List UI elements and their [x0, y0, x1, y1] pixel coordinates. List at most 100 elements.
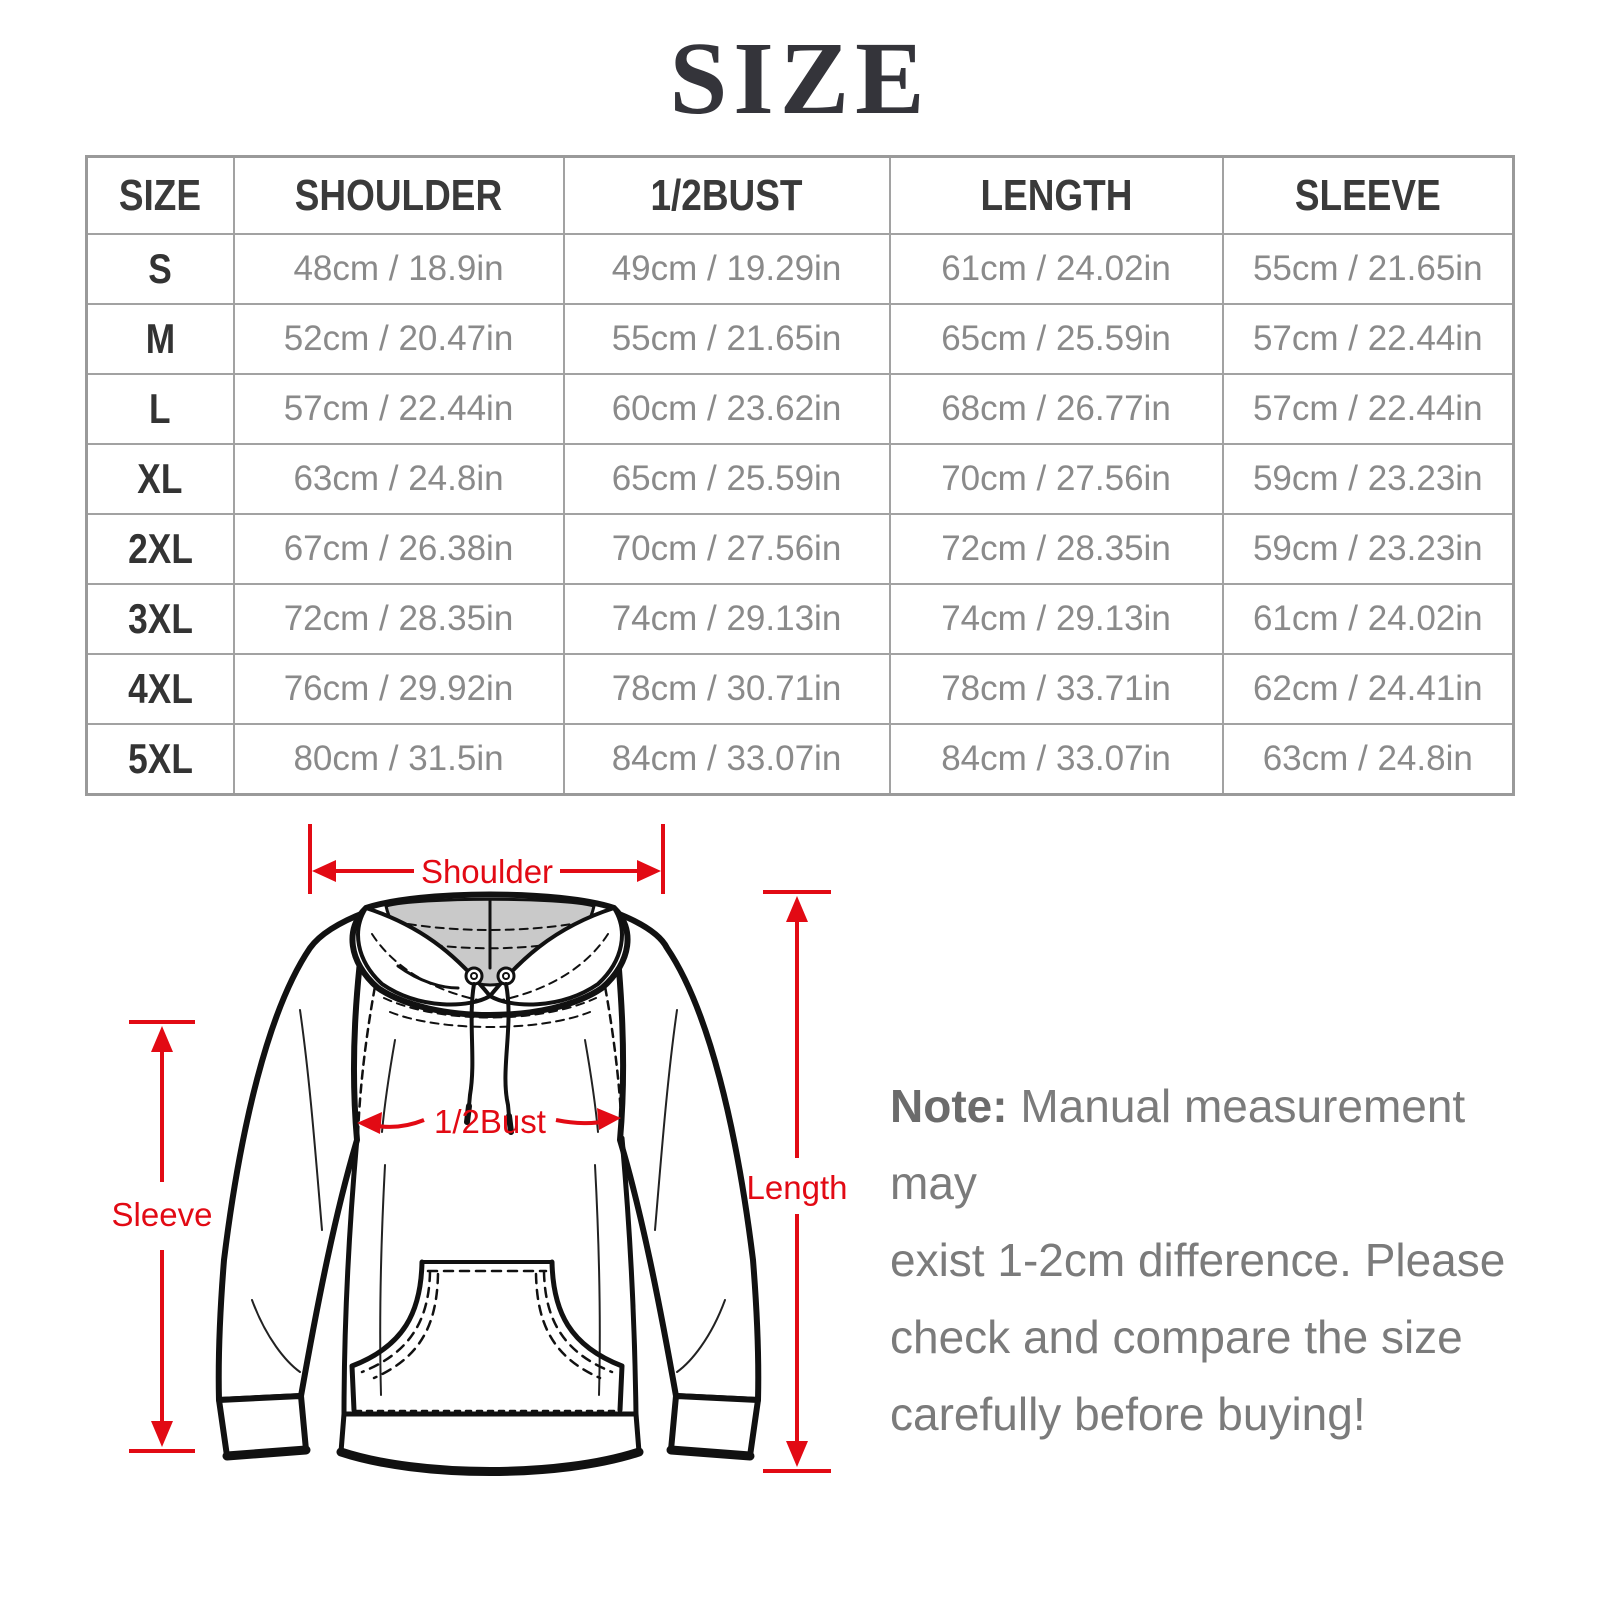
table-row: XL 63cm / 24.8in 65cm / 25.59in 70cm / 2…: [85, 443, 1515, 515]
hood-fold-shadow: [396, 964, 460, 990]
size-cell: 4XL: [85, 653, 235, 725]
measurement-cell: 76cm / 29.92in: [232, 653, 565, 725]
measurement-cell: 70cm / 27.56in: [888, 443, 1224, 515]
kangaroo-pocket: [349, 1259, 625, 1413]
measurement-cell: 57cm / 22.44in: [232, 373, 565, 445]
table-row: 2XL 67cm / 26.38in 70cm / 27.56in 72cm /…: [85, 513, 1515, 585]
measurement-annotations: Shoulder 1/2Bust Sleeve: [112, 824, 848, 1473]
measurement-cell: 61cm / 24.02in: [888, 233, 1224, 305]
col-header-length: LENGTH: [888, 155, 1224, 235]
measurement-cell: 74cm / 29.13in: [888, 583, 1224, 655]
measurement-cell: 59cm / 23.23in: [1221, 443, 1515, 515]
right-drawstring-aglet: [506, 1113, 514, 1135]
col-header-shoulder: SHOULDER: [232, 155, 565, 235]
measurement-cell: 61cm / 24.02in: [1221, 583, 1515, 655]
hood-lining-stitch: [407, 923, 573, 931]
measurement-cell: 48cm / 18.9in: [232, 233, 565, 305]
measurement-cell: 63cm / 24.8in: [1221, 723, 1515, 796]
hoodie-left-sleeve: [215, 909, 369, 1403]
measurement-cell: 70cm / 27.56in: [562, 513, 891, 585]
measurement-cell: 84cm / 33.07in: [888, 723, 1224, 796]
size-cell: L: [85, 373, 235, 445]
measurement-cell: 55cm / 21.65in: [562, 303, 891, 375]
right-drawstring: [503, 982, 511, 1118]
size-diagram: Shoulder 1/2Bust Sleeve: [112, 824, 848, 1476]
pocket-stitch: [534, 1272, 602, 1380]
table-row: 5XL 80cm / 31.5in 84cm / 33.07in 84cm / …: [85, 723, 1515, 796]
note-text: Note: Manual measurement may exist 1-2cm…: [890, 1068, 1510, 1453]
size-cell: S: [85, 233, 235, 305]
pocket-stitch: [372, 1272, 440, 1380]
table-row: 4XL 76cm / 29.92in 78cm / 30.71in 78cm /…: [85, 653, 1515, 725]
measurement-cell: 74cm / 29.13in: [562, 583, 891, 655]
note-label: Note:: [890, 1080, 1008, 1132]
hem-band-bottom: [336, 1447, 644, 1476]
measurement-cell: 57cm / 22.44in: [1221, 373, 1515, 445]
hoodie-body: [310, 906, 667, 1416]
note-line: check and compare the size: [890, 1311, 1463, 1363]
shoulder-label: Shoulder: [421, 853, 553, 890]
pocket-outline: [349, 1259, 425, 1413]
measurement-cell: 62cm / 24.41in: [1221, 653, 1515, 725]
hoodie-drawing: [215, 891, 762, 1476]
sleeve-crease: [251, 1299, 301, 1373]
col-header-size: SIZE: [85, 155, 235, 235]
size-cell: 5XL: [85, 723, 235, 796]
length-arrow: Length: [747, 890, 848, 1473]
collar-stitch: [389, 1011, 591, 1028]
note-line: Note: Manual measurement may: [890, 1080, 1466, 1209]
table-row: M 52cm / 20.47in 55cm / 21.65in 65cm / 2…: [85, 303, 1515, 375]
hoodie-right-sleeve: [611, 909, 762, 1403]
table-row: L 57cm / 22.44in 60cm / 23.62in 68cm / 2…: [85, 373, 1515, 445]
left-drawstring: [467, 982, 476, 1108]
measurement-cell: 49cm / 19.29in: [562, 233, 891, 305]
bust-arrow: 1/2Bust: [357, 1103, 621, 1140]
measurement-cell: 72cm / 28.35in: [232, 583, 565, 655]
size-cell: M: [85, 303, 235, 375]
measurement-cell: 55cm / 21.65in: [1221, 233, 1515, 305]
length-label: Length: [747, 1169, 848, 1206]
right-eyelet-hole: [502, 972, 510, 980]
measurement-cell: 68cm / 26.77in: [888, 373, 1224, 445]
measurement-cell: 67cm / 26.38in: [232, 513, 565, 585]
size-cell: 2XL: [85, 513, 235, 585]
left-drawstring-aglet: [464, 1103, 472, 1125]
measurement-cell: 63cm / 24.8in: [232, 443, 565, 515]
hood: [349, 891, 631, 1135]
sleeve-arrow: Sleeve: [112, 1020, 213, 1453]
size-table: SIZE SHOULDER 1/2BUST LENGTH SLEEVE S 48…: [85, 155, 1515, 796]
hood-right-fold: [488, 906, 624, 1007]
col-header-sleeve: SLEEVE: [1221, 155, 1515, 235]
bust-label: 1/2Bust: [434, 1103, 546, 1140]
measurement-cell: 60cm / 23.62in: [562, 373, 891, 445]
measurement-cell: 78cm / 33.71in: [888, 653, 1224, 725]
measurement-cell: 78cm / 30.71in: [562, 653, 891, 725]
sleeve-label: Sleeve: [112, 1196, 213, 1233]
measurement-cell: 59cm / 23.23in: [1221, 513, 1515, 585]
left-cuff-hem: [222, 1445, 311, 1461]
left-eyelet-hole: [470, 972, 478, 980]
sleeve-crease: [654, 1009, 678, 1231]
note-line: exist 1-2cm difference. Please: [890, 1234, 1506, 1286]
left-eyelet: [464, 966, 484, 986]
shoulder-arrow: Shoulder: [308, 824, 665, 894]
hood-fold-stitch: [501, 933, 609, 1001]
right-eyelet: [496, 966, 516, 986]
measurement-cell: 72cm / 28.35in: [888, 513, 1224, 585]
table-row: 3XL 72cm / 28.35in 74cm / 29.13in 74cm /…: [85, 583, 1515, 655]
hood-left-fold: [356, 906, 492, 1007]
page-title: SIZE: [669, 21, 931, 136]
pocket-outline: [549, 1259, 625, 1413]
size-cell: 3XL: [85, 583, 235, 655]
table-row: S 48cm / 18.9in 49cm / 19.29in 61cm / 24…: [85, 233, 1515, 305]
measurement-cell: 57cm / 22.44in: [1221, 303, 1515, 375]
measurement-cell: 52cm / 20.47in: [232, 303, 565, 375]
measurement-cell: 84cm / 33.07in: [562, 723, 891, 796]
measurement-cell: 65cm / 25.59in: [888, 303, 1224, 375]
body-right-seam: [619, 1135, 639, 1419]
measurement-cell: 65cm / 25.59in: [562, 443, 891, 515]
size-cell: XL: [85, 443, 235, 515]
table-header-row: SIZE SHOULDER 1/2BUST LENGTH SLEEVE: [85, 155, 1515, 235]
pocket-stitch: [542, 1270, 614, 1374]
